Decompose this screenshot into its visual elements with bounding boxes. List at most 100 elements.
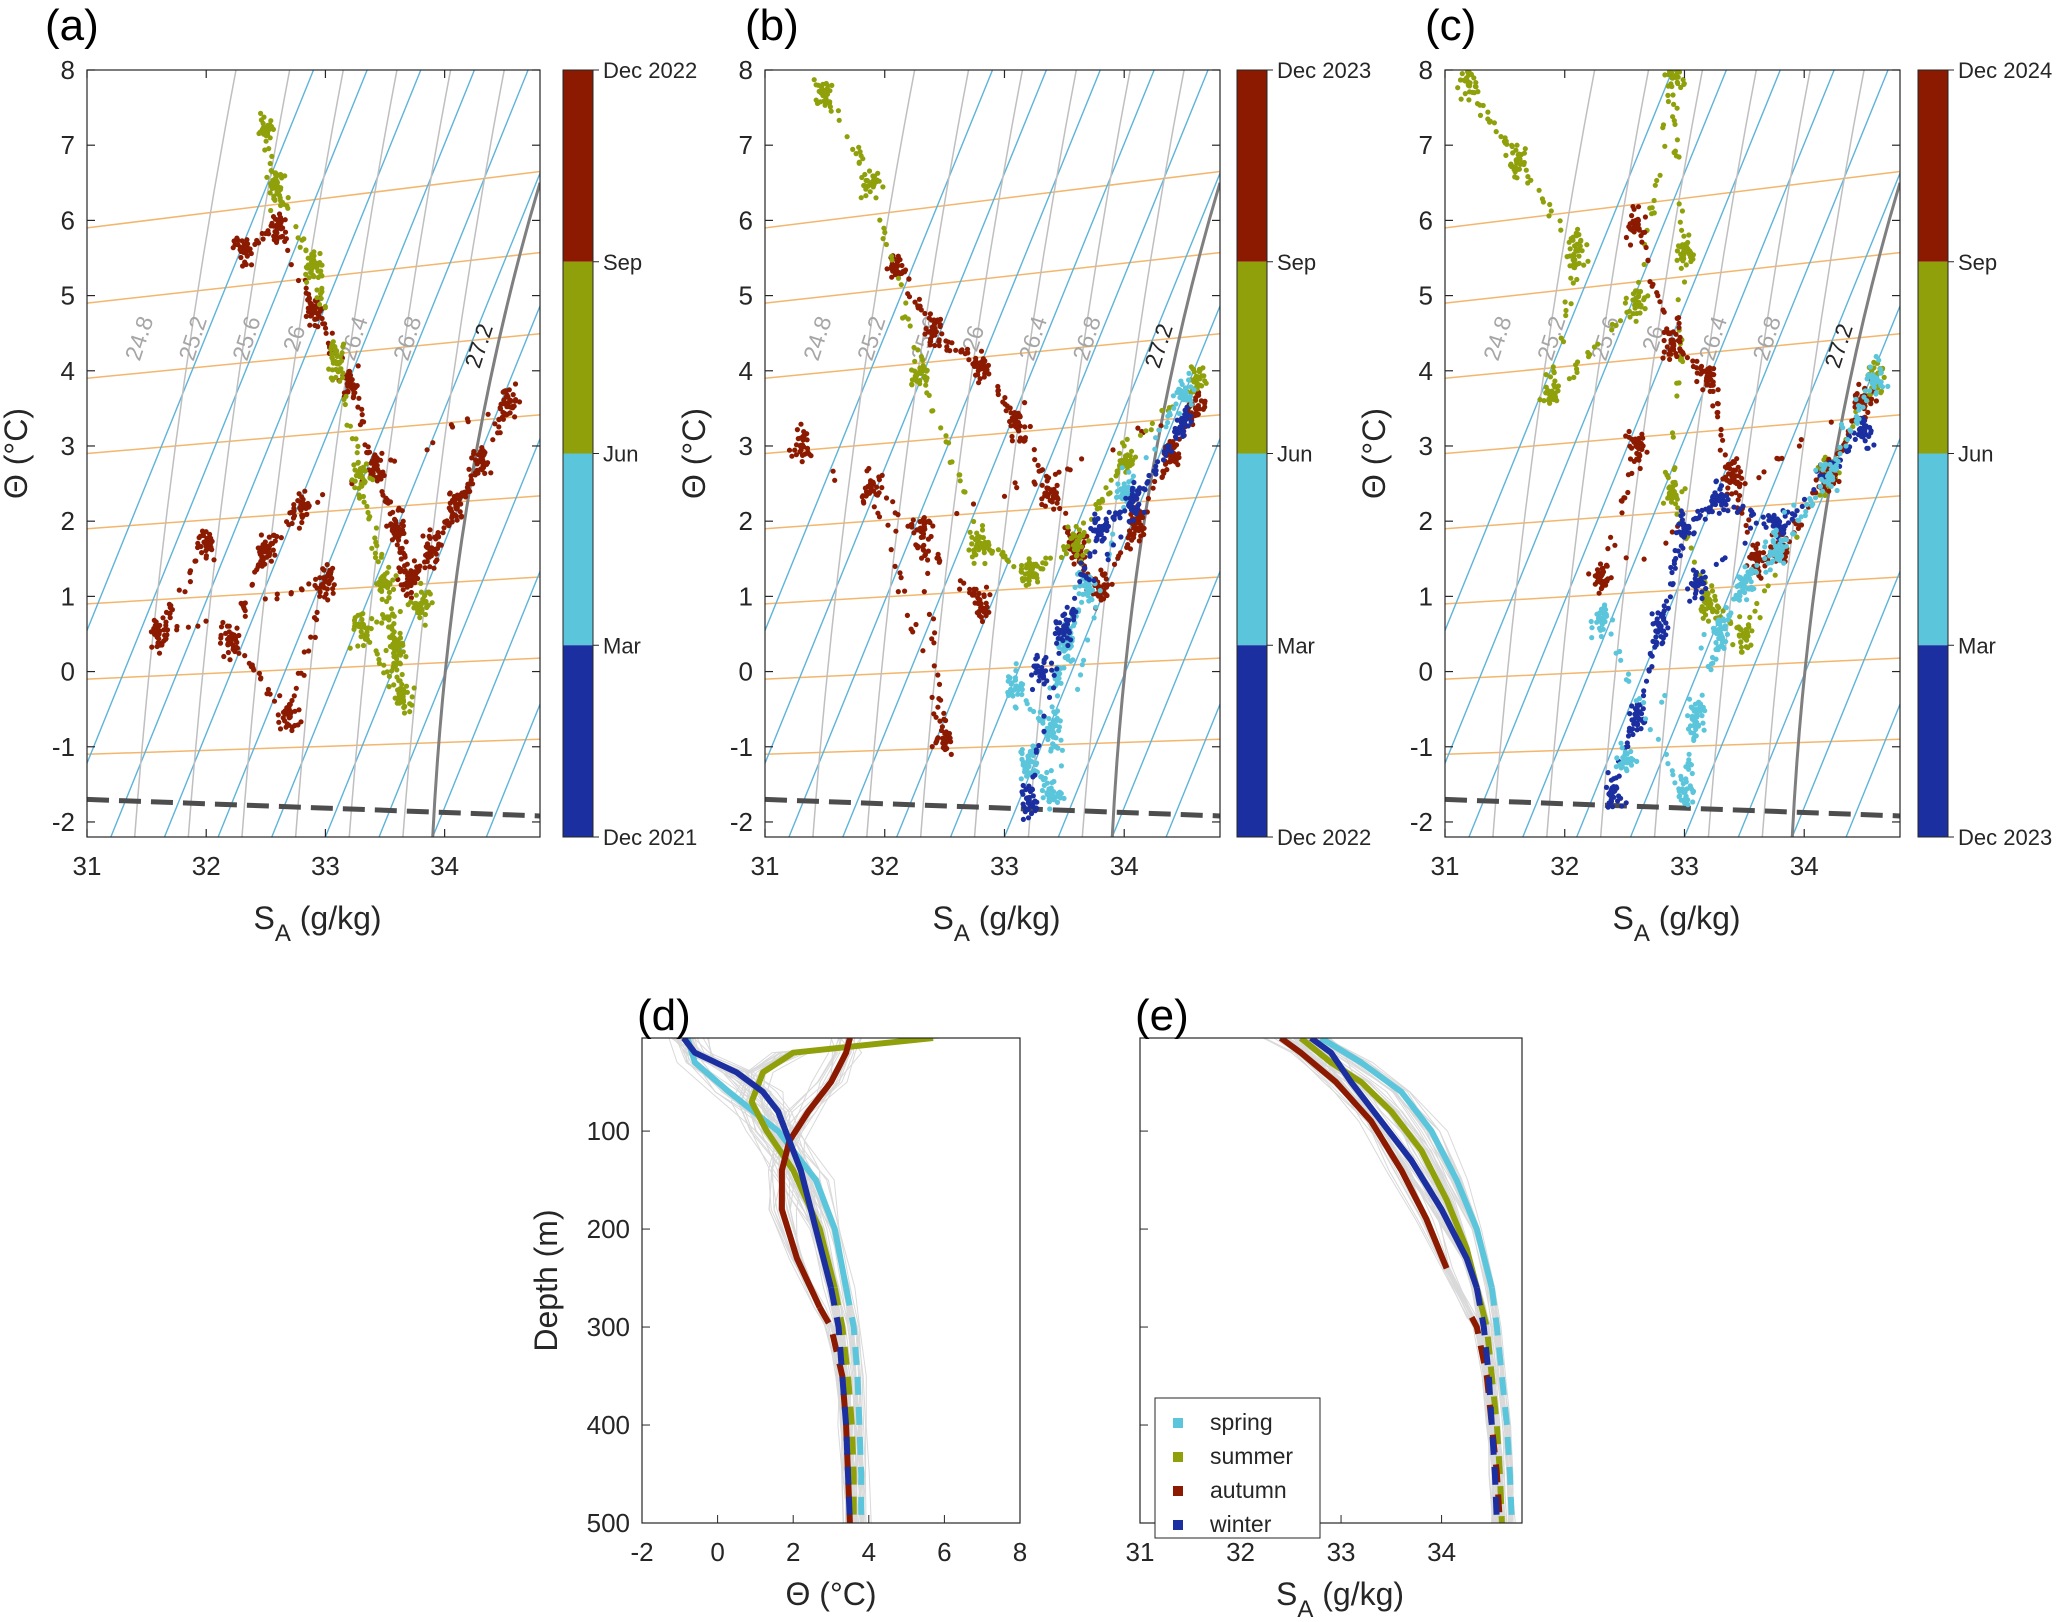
data-point xyxy=(330,590,336,596)
data-point xyxy=(1159,407,1165,414)
data-point xyxy=(298,586,304,592)
data-point xyxy=(1737,614,1743,620)
data-point xyxy=(1828,419,1834,425)
data-point xyxy=(1836,478,1842,485)
data-point xyxy=(1796,518,1802,524)
data-point xyxy=(398,582,404,588)
data-point xyxy=(387,511,393,517)
data-point xyxy=(362,479,368,485)
data-point xyxy=(969,534,975,540)
data-point xyxy=(278,535,284,541)
data-point xyxy=(1523,167,1529,173)
data-point xyxy=(271,698,278,704)
y-tick-label: 2 xyxy=(61,506,75,536)
data-point xyxy=(1779,543,1785,549)
data-point xyxy=(1674,380,1680,386)
data-point xyxy=(272,552,278,558)
data-point-anchor xyxy=(405,578,413,585)
data-point xyxy=(967,586,973,592)
data-point xyxy=(485,411,491,417)
data-point xyxy=(1051,778,1057,785)
data-point xyxy=(234,625,240,631)
data-point xyxy=(386,564,392,570)
data-point xyxy=(411,558,417,564)
data-point-anchor xyxy=(322,578,329,585)
data-point xyxy=(1639,239,1645,245)
data-point xyxy=(927,311,934,317)
data-point xyxy=(1641,688,1647,694)
data-point xyxy=(1677,529,1683,535)
data-point xyxy=(1586,571,1592,577)
data-point xyxy=(316,301,323,308)
data-point-anchor xyxy=(203,540,210,547)
data-point xyxy=(1002,553,1008,559)
data-point xyxy=(1867,388,1873,394)
data-point xyxy=(1141,486,1147,492)
data-point xyxy=(1853,418,1859,424)
data-point xyxy=(160,615,166,621)
y-tick-label: 5 xyxy=(739,281,753,311)
data-point xyxy=(892,563,898,570)
data-point xyxy=(949,340,955,346)
data-point xyxy=(1663,632,1669,638)
data-point-anchor xyxy=(1633,442,1640,450)
isohaline-line xyxy=(271,171,540,837)
data-point xyxy=(1681,233,1687,239)
data-point xyxy=(1171,444,1178,450)
data-point xyxy=(1627,242,1634,248)
data-point xyxy=(405,570,411,577)
data-point xyxy=(1596,590,1602,596)
data-point xyxy=(1676,325,1682,331)
data-point xyxy=(262,561,268,567)
data-point xyxy=(372,550,378,556)
data-point xyxy=(1657,172,1663,178)
data-point xyxy=(163,622,169,629)
data-point xyxy=(346,368,353,374)
data-point xyxy=(830,468,836,474)
data-point xyxy=(1734,509,1740,515)
data-point xyxy=(918,307,924,313)
data-point xyxy=(1636,435,1642,441)
y-axis-label: Θ (°C) xyxy=(0,408,34,499)
isotherm-line xyxy=(765,495,1220,530)
y-tick-label: 5 xyxy=(61,281,75,311)
data-point xyxy=(1710,606,1716,612)
isohaline-line xyxy=(765,70,994,633)
data-point xyxy=(292,722,298,729)
data-point xyxy=(1163,424,1169,430)
data-point xyxy=(1700,615,1706,621)
isopycnal-line xyxy=(1707,70,1811,837)
data-point xyxy=(1843,443,1849,449)
data-point xyxy=(1106,491,1112,497)
data-point xyxy=(930,408,936,414)
isohaline-line xyxy=(1576,70,1889,837)
data-point xyxy=(1121,481,1127,487)
data-point xyxy=(417,615,423,621)
data-point xyxy=(357,422,363,428)
data-point xyxy=(1803,508,1809,515)
data-point xyxy=(1686,751,1692,757)
data-point xyxy=(1687,784,1694,790)
data-point xyxy=(1630,731,1636,738)
data-point xyxy=(1671,466,1677,473)
data-point xyxy=(976,534,982,540)
data-point xyxy=(350,387,356,393)
data-point xyxy=(1637,465,1643,472)
data-point xyxy=(1742,589,1748,596)
data-point xyxy=(1610,804,1616,810)
y-tick-label: -2 xyxy=(730,807,753,837)
data-point-anchor xyxy=(1465,81,1473,89)
data-point xyxy=(422,622,428,628)
data-point xyxy=(1669,569,1675,576)
data-point xyxy=(1194,412,1200,418)
data-point xyxy=(384,583,390,589)
data-point xyxy=(268,118,274,124)
data-point xyxy=(935,704,941,710)
data-point xyxy=(915,347,921,353)
data-point xyxy=(858,195,864,201)
data-point xyxy=(1026,556,1032,562)
data-point-anchor xyxy=(1049,788,1056,796)
data-point xyxy=(405,602,411,608)
data-point xyxy=(989,548,996,554)
data-point xyxy=(1579,248,1585,254)
